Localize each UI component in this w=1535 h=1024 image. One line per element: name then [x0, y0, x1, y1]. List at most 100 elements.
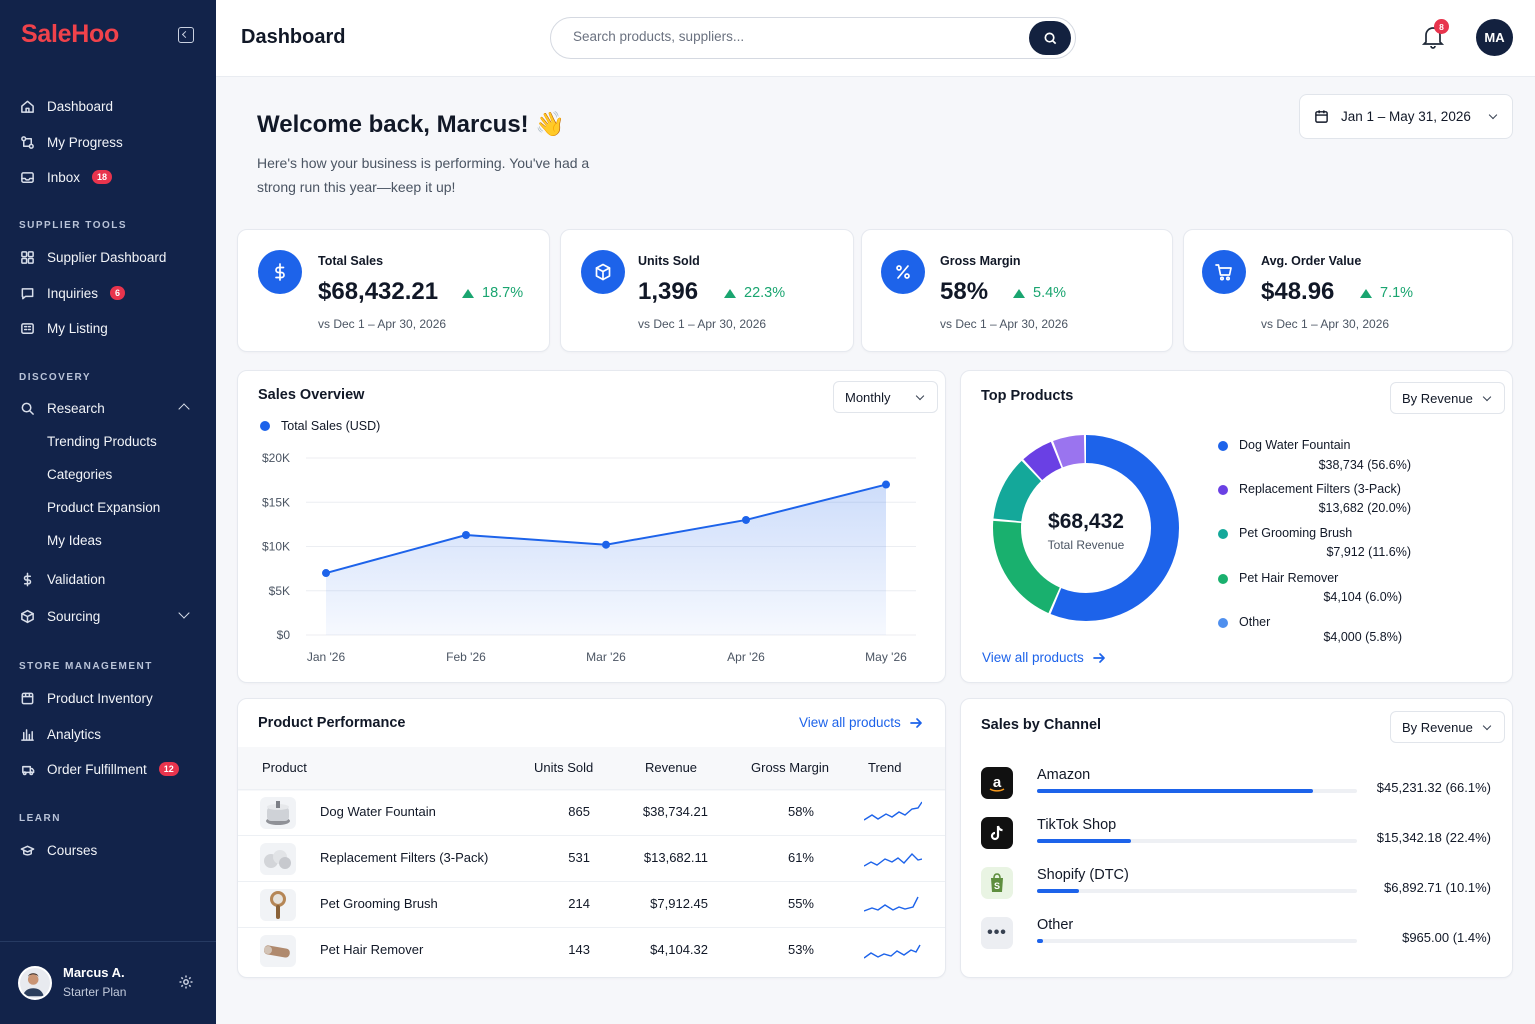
data-point[interactable] [882, 480, 890, 489]
stat-change-value: 18.7% [482, 285, 524, 301]
notification-badge: 8 [1434, 19, 1449, 34]
product-name: Pet Grooming Brush [1239, 526, 1353, 540]
chevron-down-icon[interactable] [178, 607, 190, 619]
product-name: Pet Grooming Brush [320, 896, 438, 911]
units-sold: 865 [568, 804, 590, 819]
stat-value: $68,432.21 [318, 278, 439, 305]
gross-margin: 55% [787, 896, 814, 911]
trend-up-icon [1360, 288, 1372, 298]
revenue-donut-chart [993, 435, 1179, 621]
view-all-products-link[interactable]: View all products [982, 650, 1106, 665]
sidebar-item-courses[interactable]: Courses [19, 839, 97, 861]
donut-slice[interactable] [993, 435, 1179, 621]
column-header[interactable]: Units Sold [534, 760, 594, 775]
table-row[interactable]: Pet Hair Remover 143 $4,104.32 53% [238, 927, 945, 973]
trend-sparkline [864, 801, 922, 821]
sidebar-item-dashboard[interactable]: Dashboard [19, 95, 113, 117]
y-tick-label: $20K [262, 451, 290, 465]
sidebar-item-inbox[interactable]: Inbox 18 [19, 166, 113, 188]
analytics-icon [19, 726, 35, 742]
user-profile[interactable]: Marcus A. Starter Plan [0, 941, 216, 1024]
view-all-products-link[interactable]: View all products [799, 715, 923, 730]
search-button[interactable] [1029, 21, 1071, 55]
donut-slice[interactable] [993, 435, 1179, 621]
sidebar-item-label: Dashboard [47, 98, 114, 114]
top-products-sort-dropdown[interactable]: By Revenue [1390, 382, 1505, 414]
sidebar-item-inquiries[interactable]: Inquiries 6 [19, 282, 126, 304]
product-name: Replacement Filters (3-Pack) [320, 850, 489, 865]
sales-overview-card: Sales Overview Monthly Total Sales (USD)… [237, 370, 946, 683]
card-title: Sales by Channel [981, 717, 1102, 733]
search-icon [19, 400, 35, 416]
cart-icon [1202, 250, 1246, 294]
column-header[interactable]: Product [262, 760, 307, 775]
sidebar-item-validation[interactable]: Validation [19, 568, 105, 590]
channel-row[interactable]: ••• Other $965.00 (1.4%) [981, 915, 1501, 955]
user-avatar-button[interactable]: MA [1476, 19, 1513, 56]
sidebar-item-research[interactable]: Research [19, 397, 105, 419]
dropdown-value: Monthly [845, 389, 891, 405]
stat-value: 58% [940, 278, 989, 305]
sidebar-item-my-progress[interactable]: My Progress [19, 131, 123, 153]
channel-share-fill [1037, 789, 1314, 793]
date-range-label: Jan 1 – May 31, 2026 [1341, 109, 1471, 124]
product-value: $4,104 (6.0%) [1323, 590, 1402, 604]
sidebar-item-sourcing[interactable]: Sourcing [19, 605, 100, 627]
table-row[interactable]: Replacement Filters (3-Pack) 531 $13,682… [238, 835, 945, 881]
channel-row[interactable]: S Shopify (DTC) $6,892.71 (10.1%) [981, 865, 1501, 905]
chevron-down-icon [1482, 721, 1492, 731]
channel-name: Amazon [1037, 767, 1091, 783]
trend-sparkline [864, 944, 921, 959]
channel-row[interactable]: a Amazon $45,231.32 (66.1%) [981, 765, 1501, 805]
chart-legend: Total Sales (USD) [260, 419, 380, 433]
sidebar-item-my-listing[interactable]: My Listing [19, 317, 108, 339]
sidebar-subitem-categories[interactable]: Categories [47, 467, 113, 482]
salehoo-logo[interactable]: SaleHoo [21, 20, 119, 48]
sidebar-subitem-my-ideas[interactable]: My Ideas [47, 533, 102, 548]
table-row[interactable]: Pet Grooming Brush 214 $7,912.45 55% [238, 881, 945, 927]
sidebar-item-order-fulfillment[interactable]: Order Fulfillment 12 [19, 758, 179, 780]
gross-margin: 53% [787, 942, 814, 957]
product-thumbnail [260, 935, 296, 967]
sidebar-item-analytics[interactable]: Analytics [19, 723, 101, 745]
more-icon: ••• [981, 917, 1013, 949]
sales-by-channel-card: Sales by Channel By Revenue a Amazon $45… [960, 698, 1513, 978]
channel-row[interactable]: TikTok Shop $15,342.18 (22.4%) [981, 815, 1501, 855]
sidebar-item-product-inventory[interactable]: Product Inventory [19, 687, 153, 709]
legend-label: Total Sales (USD) [281, 419, 381, 433]
data-point[interactable] [322, 569, 330, 578]
data-point[interactable] [742, 515, 750, 524]
data-point[interactable] [602, 540, 610, 549]
dollar-icon [258, 250, 302, 294]
inquiries-count-badge: 6 [110, 286, 126, 300]
table-row[interactable]: Dog Water Fountain 865 $38,734.21 58% [238, 789, 945, 835]
card-title: Sales Overview [258, 387, 365, 403]
chat-icon [19, 285, 35, 301]
gear-icon[interactable] [178, 974, 194, 990]
stat-change-value: 5.4% [1033, 285, 1067, 301]
section-heading-supplier-tools: SUPPLIER TOOLS [19, 220, 128, 231]
user-name: Marcus A. [63, 965, 125, 980]
top-products-card: Top Products By Revenue $68,432 Total Re… [960, 370, 1513, 683]
column-header[interactable]: Revenue [645, 760, 698, 775]
sidebar-subitem-trending-products[interactable]: Trending Products [47, 434, 157, 449]
sidebar-subitem-product-expansion[interactable]: Product Expansion [47, 500, 161, 515]
collapse-sidebar-icon[interactable] [178, 27, 194, 43]
revenue: $13,682.11 [643, 850, 708, 865]
sidebar-item-supplier-dashboard[interactable]: Supplier Dashboard [19, 246, 166, 268]
box-icon [19, 608, 35, 624]
units-sold: 531 [568, 850, 590, 865]
sidebar-item-label: Analytics [47, 726, 102, 742]
data-point[interactable] [462, 530, 470, 539]
search-input[interactable] [573, 29, 993, 44]
stat-compare: vs Dec 1 – Apr 30, 2026 [318, 317, 447, 331]
product-performance-card: Product Performance View all products Pr… [237, 698, 946, 978]
stat-change-value: 7.1% [1380, 285, 1414, 301]
units-sold: 214 [568, 896, 590, 911]
column-header[interactable]: Gross Margin [751, 760, 830, 775]
chevron-up-icon[interactable] [178, 403, 190, 415]
period-dropdown[interactable]: Monthly [833, 381, 938, 413]
link-label: View all products [799, 715, 901, 730]
date-range-picker[interactable]: Jan 1 – May 31, 2026 [1299, 94, 1513, 139]
channel-sort-dropdown[interactable]: By Revenue [1390, 711, 1505, 743]
